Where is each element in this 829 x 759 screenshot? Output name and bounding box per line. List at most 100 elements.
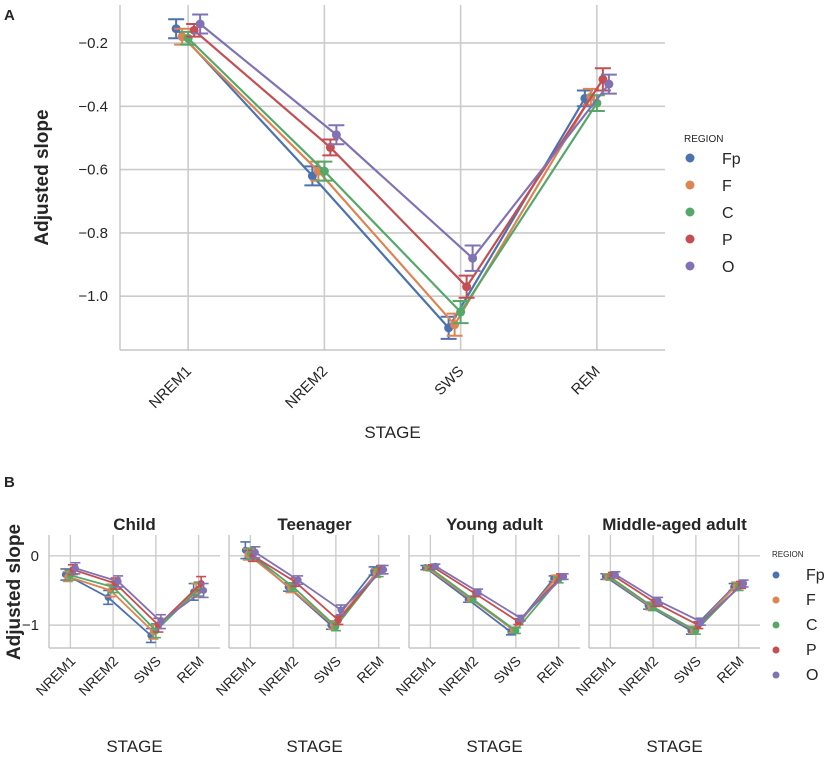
b-point-O <box>431 562 439 570</box>
a-xtick-label: REM <box>568 363 604 399</box>
b-legend-title: REGION <box>772 550 804 559</box>
b-legend-marker <box>772 571 780 579</box>
b-point-C <box>469 595 477 603</box>
a-point-P <box>598 74 608 84</box>
b-xlabel: STAGE <box>646 737 702 756</box>
a-xtick-label: NREM1 <box>146 363 195 412</box>
b-legend-marker <box>772 596 780 604</box>
a-ytick-label: −0.2 <box>78 35 108 52</box>
a-legend-marker <box>685 180 695 190</box>
b-legend-marker <box>772 621 780 629</box>
b-point-O <box>294 576 302 584</box>
b-series-line-O <box>254 551 385 612</box>
b-xtick-label: NREM2 <box>435 653 481 699</box>
b-point-O <box>251 548 259 556</box>
b-xtick-label: REM <box>713 653 746 686</box>
b-series-line-P <box>72 568 202 627</box>
b-facet-title: Teenager <box>277 515 352 534</box>
b-point-C <box>512 627 520 635</box>
b-point-O <box>697 618 705 626</box>
a-point-O <box>604 79 614 89</box>
b-ytick-label: 0 <box>31 548 39 565</box>
b-ylabel: Adjusted slope <box>4 524 25 660</box>
a-legend-label: F <box>722 178 732 195</box>
b-point-O <box>114 577 122 585</box>
b-xtick-label: SWS <box>670 653 704 687</box>
b-point-O <box>474 588 482 596</box>
a-xtick-label: SWS <box>431 363 467 399</box>
b-series-line-P <box>252 555 382 622</box>
a-series-line-O <box>199 23 610 260</box>
b-point-P <box>334 616 342 624</box>
b-legend-label: F <box>806 592 816 609</box>
b-series-line-C <box>609 576 740 632</box>
b-facet-title: Child <box>113 515 156 534</box>
b-legend-label: O <box>806 667 818 684</box>
b-series-line-O <box>75 567 205 623</box>
a-legend-label: O <box>722 259 734 276</box>
b-series-line-F <box>67 575 197 634</box>
b-series-line-C <box>429 567 560 632</box>
a-point-O <box>195 19 205 29</box>
b-facet-title: Young adult <box>446 515 543 534</box>
a-point-O <box>468 253 478 263</box>
b-point-O <box>337 606 345 614</box>
a-series-line-P <box>193 29 604 289</box>
b-series-line-C <box>249 553 380 628</box>
a-ytick-label: −0.4 <box>78 98 108 115</box>
a-legend-marker <box>685 234 695 244</box>
b-point-O <box>740 580 748 588</box>
b-series-line-O <box>614 573 745 623</box>
b-xtick-label: SWS <box>490 653 524 687</box>
a-point-C <box>183 33 193 43</box>
b-xtick-label: SWS <box>310 653 344 687</box>
a-point-P <box>462 282 472 292</box>
a-ylabel: Adjusted slope <box>32 109 53 245</box>
b-point-O <box>200 586 208 594</box>
b-xlabel: STAGE <box>106 737 162 756</box>
a-series-line-Fp <box>175 27 586 330</box>
a-ytick-label: −0.6 <box>78 162 108 179</box>
a-legend-label: P <box>722 232 733 249</box>
a-xlabel: STAGE <box>364 423 420 442</box>
panel-b-label: B <box>4 474 15 491</box>
b-xtick-label: NREM2 <box>255 653 301 699</box>
a-point-F <box>450 320 460 330</box>
a-legend-marker <box>685 153 695 163</box>
b-series-line-Fp <box>604 575 735 632</box>
a-legend-marker <box>685 261 695 271</box>
b-xtick-label: SWS <box>130 653 164 687</box>
b-xtick-label: NREM1 <box>393 653 439 699</box>
b-point-O <box>517 614 525 622</box>
b-xtick-label: NREM1 <box>213 653 259 699</box>
a-legend-label: Fp <box>722 151 741 168</box>
b-point-O <box>157 618 165 626</box>
a-point-O <box>331 130 341 140</box>
b-xtick-label: NREM1 <box>33 653 79 699</box>
panel-a-chart: −1.0 −0.8 −0.6 −0.4 −0.2 NREM1 NREM2 SWS REM STAG… <box>32 5 741 442</box>
b-xtick-label: NREM2 <box>615 653 661 699</box>
b-legend-label: P <box>806 642 817 659</box>
a-legend-label: C <box>722 205 734 222</box>
a-point-Fp <box>307 171 317 181</box>
panel-a-label: A <box>4 7 15 24</box>
b-legend-label: C <box>806 617 818 634</box>
a-ytick-label: −0.8 <box>78 225 108 242</box>
a-series-line-F <box>181 35 592 327</box>
b-legend-label: Fp <box>806 567 825 584</box>
b-ytick-label: −1 <box>22 617 39 634</box>
b-xtick-label: REM <box>173 653 206 686</box>
b-facet-title: Middle-aged adult <box>602 515 747 534</box>
a-ytick-label: −1.0 <box>78 288 108 305</box>
b-point-O <box>380 566 388 574</box>
b-series-line-Fp <box>64 573 195 637</box>
b-xtick-label: REM <box>533 653 566 686</box>
b-series-line-Fp <box>424 566 555 634</box>
b-point-O <box>560 573 568 581</box>
a-series-line-C <box>187 37 598 314</box>
